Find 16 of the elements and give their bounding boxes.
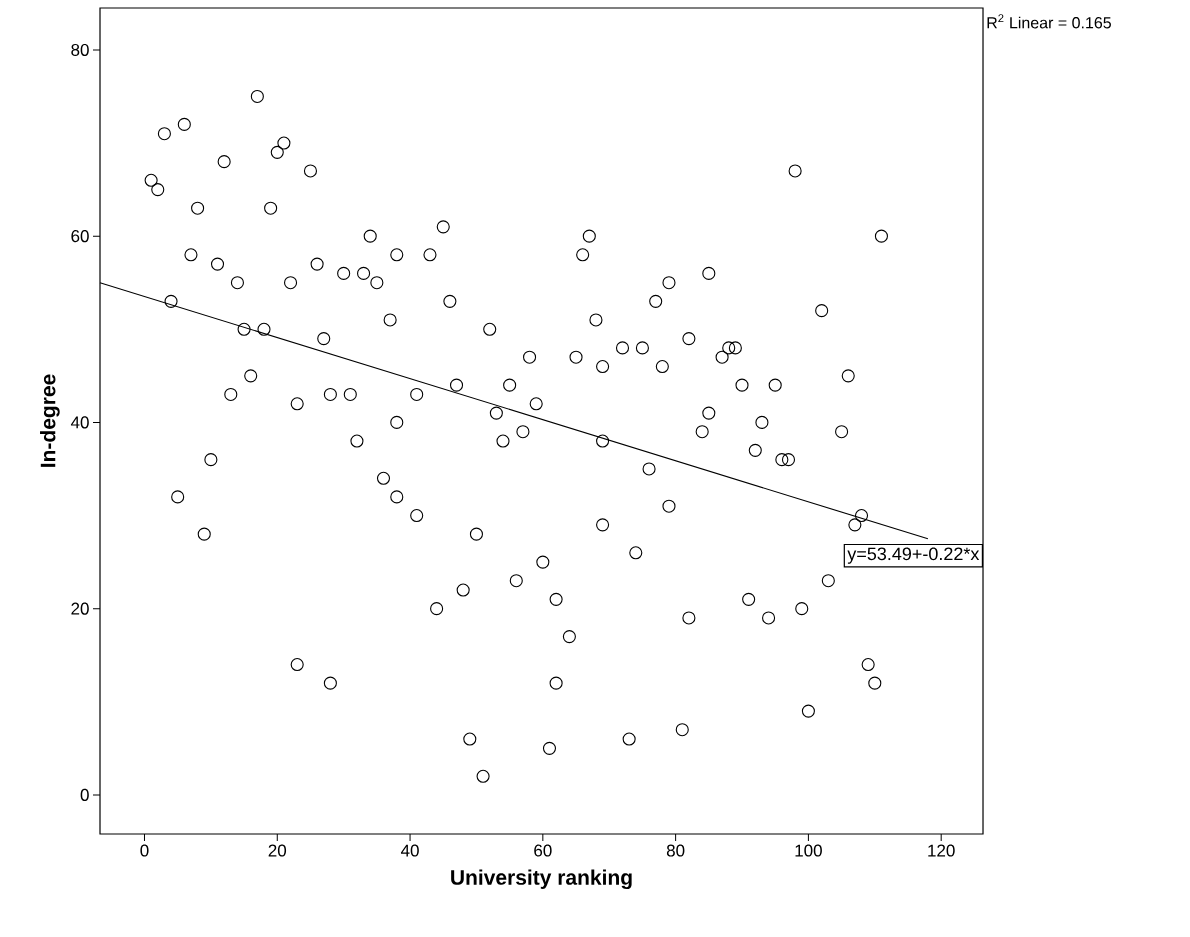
x-tick-label: 40 xyxy=(400,844,419,857)
annotation: y=53.49+-0.22*x xyxy=(847,547,980,564)
x-tick-label: 20 xyxy=(268,844,287,857)
x-tick-label: 120 xyxy=(928,844,955,857)
x-tick-label: 80 xyxy=(666,844,685,857)
y-tick-label: 60 xyxy=(71,230,89,243)
text: R$^{2}$ Linear = 0.165 xyxy=(987,14,1111,29)
y-tick-label: 40 xyxy=(70,416,89,429)
x-tick-label: 0 xyxy=(140,844,149,857)
y-tick-label: 0 xyxy=(80,788,89,801)
x-tick-label: 60 xyxy=(534,844,552,857)
x-axis-title: University ranking xyxy=(451,869,632,890)
y-tick-label: 80 xyxy=(71,43,89,56)
x-tick-label: 100 xyxy=(795,844,822,857)
y-axis-title: In-degree xyxy=(40,374,60,467)
y-tick-label: 20 xyxy=(71,602,89,615)
